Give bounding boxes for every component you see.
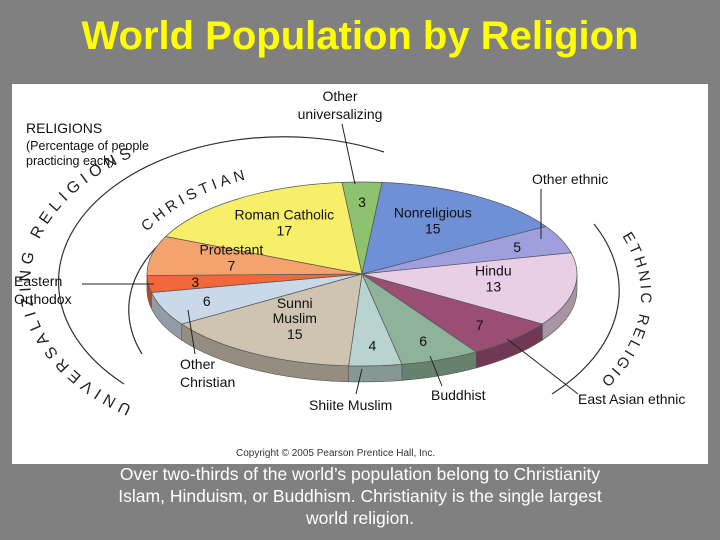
pie-chart-figure: RELIGIONS (Percentage of people practici…	[12, 84, 708, 464]
slice-value-protestant: 7	[228, 258, 236, 274]
caption-line-1: Over two-thirds of the world’s populatio…	[119, 464, 601, 484]
callout-eastern-orthodox-2: Orthodox	[14, 291, 72, 307]
pie-slice-nonreligious	[361, 182, 547, 275]
ethnic-arc	[551, 223, 620, 395]
caption-line-3: world religion.	[306, 508, 414, 528]
callout-east-asian-ethnic: East Asian ethnic	[578, 391, 685, 407]
callout-other-christian-1: Other	[180, 356, 215, 372]
callout-line-other-christian	[187, 309, 196, 355]
slice-value-eastern-orthodox: 3	[191, 274, 199, 290]
slice-label-protestant: Protestant	[200, 242, 264, 258]
universalizing-arc	[57, 136, 385, 385]
pie-slice-sunni-muslim	[180, 273, 363, 367]
legend-subtitle-line-1: (Percentage of people	[26, 139, 149, 153]
pie-slices	[146, 181, 578, 383]
slice-value-east-asian-ethnic: 7	[476, 317, 484, 333]
callout-other-universalizing-1: Other	[322, 88, 357, 104]
slice-value-other-ethnic: 5	[513, 239, 521, 255]
slice-value-shiite-muslim: 4	[369, 338, 377, 354]
caption-line-2: Islam, Hinduism, or Buddhism. Christiani…	[118, 486, 602, 506]
slice-value-hindu: 13	[486, 279, 502, 295]
callout-line-east-asian-ethnic	[506, 338, 579, 395]
pie-chart: RELIGIONS (Percentage of people practici…	[12, 84, 685, 459]
slide-title: World Population by Religion	[81, 14, 639, 58]
slice-label-sunni-muslim: Sunni	[277, 295, 313, 311]
slice-value-sunni-muslim: 15	[287, 326, 303, 342]
callout-other-universalizing-2: universalizing	[298, 106, 383, 122]
slice-value-other-universalizing: 3	[358, 194, 366, 210]
legend-subtitle-line-2: practicing each)	[26, 154, 114, 168]
pie-side-shiite-muslim	[348, 364, 403, 383]
slice-label-nonreligious: Nonreligious	[394, 205, 472, 221]
slice-value-roman-catholic: 17	[277, 223, 293, 239]
callout-line-buddhist	[429, 355, 443, 387]
callout-line-shiite-muslim	[355, 368, 363, 395]
callout-other-ethnic: Other ethnic	[532, 171, 608, 187]
slice-value-other-christian: 6	[203, 293, 211, 309]
callout-eastern-orthodox-1: Eastern	[14, 273, 62, 289]
copyright: Copyright © 2005 Pearson Prentice Hall, …	[236, 448, 435, 459]
slice-value-buddhist: 6	[419, 333, 427, 349]
pie-labels: 3Nonreligious155Hindu13764SunniMuslim156…	[191, 194, 521, 353]
pie-slice-roman-catholic	[164, 182, 363, 275]
legend-title: RELIGIONS	[26, 120, 102, 136]
slice-label-sunni-muslim: Muslim	[273, 310, 317, 326]
pie-slice-hindu	[361, 252, 578, 325]
slice-label-hindu: Hindu	[475, 263, 512, 279]
callout-other-christian-2: Christian	[180, 374, 235, 390]
slice-value-nonreligious: 15	[425, 221, 441, 237]
slice-label-roman-catholic: Roman Catholic	[235, 207, 335, 223]
callout-shiite-muslim: Shiite Muslim	[309, 397, 392, 413]
slide-caption: Over two-thirds of the world’s populatio…	[60, 463, 660, 529]
callout-buddhist: Buddhist	[431, 387, 486, 403]
callout-line-other-universalizing	[341, 123, 356, 185]
